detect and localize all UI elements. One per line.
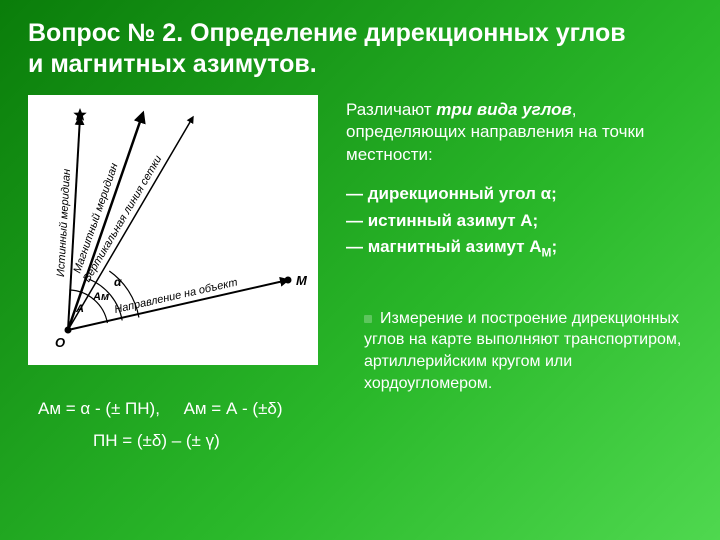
svg-text:М: М xyxy=(296,273,308,288)
formula-1: Ам = α - (± ПН), xyxy=(38,399,160,418)
note-text: Измерение и построение дирекционных угло… xyxy=(364,310,681,392)
angle-item-2: — истинный азимут А; xyxy=(346,208,692,234)
measurement-note: Измерение и построение дирекционных угло… xyxy=(346,308,692,394)
intro-em: три вида углов xyxy=(436,100,571,119)
svg-text:Ам: Ам xyxy=(92,291,109,303)
angle-item-3-sub: М xyxy=(542,245,552,259)
svg-text:А: А xyxy=(75,303,84,315)
formula-3: ПН = (±δ) – (± ү) xyxy=(93,431,220,450)
angle-item-3: — магнитный азимут АМ; xyxy=(346,234,692,262)
formula-2: Ам = А - (±δ) xyxy=(184,399,283,418)
angle-item-1: — дирекционный угол α; xyxy=(346,181,692,207)
angle-item-3-pre: — магнитный азимут А xyxy=(346,237,542,256)
angle-diagram: МОААмαИстинный меридианМагнитный меридиа… xyxy=(28,95,318,365)
angle-list: — дирекционный угол α; — истинный азимут… xyxy=(346,181,692,262)
bullet-icon xyxy=(364,315,372,323)
intro-pre: Различают xyxy=(346,100,436,119)
svg-text:α: α xyxy=(114,275,122,289)
svg-text:О: О xyxy=(55,335,65,350)
intro-text: Различают три вида углов, определяющих н… xyxy=(346,99,692,168)
angle-item-3-post: ; xyxy=(551,237,557,256)
svg-text:Истинный меридиан: Истинный меридиан xyxy=(55,168,73,277)
title-line-2: и магнитных азимутов. xyxy=(28,50,317,78)
formula-block: Ам = α - (± ПН), Ам = А - (±δ) ПН = (±δ)… xyxy=(28,393,328,458)
title-line-1: Вопрос № 2. Определение дирекционных угл… xyxy=(28,19,626,47)
